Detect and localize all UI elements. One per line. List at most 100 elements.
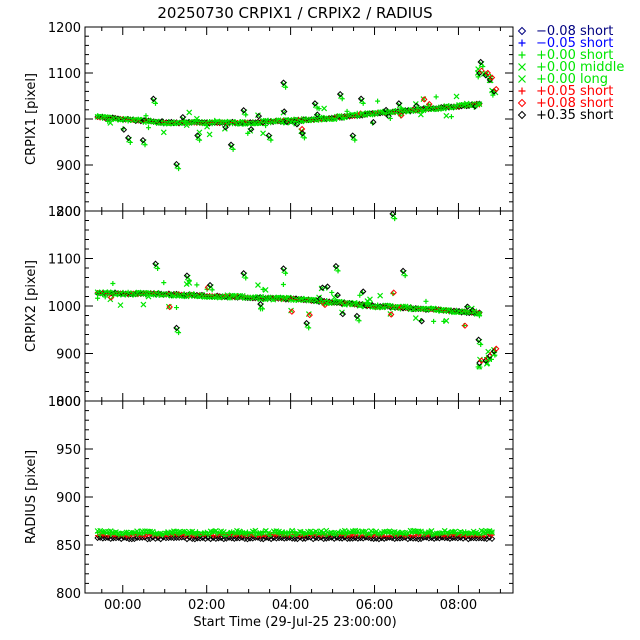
legend-marker-diamond (517, 98, 527, 108)
legend-label: +0.35 short (536, 108, 613, 123)
data-point (386, 529, 392, 535)
data-point (117, 302, 124, 309)
data-point (301, 135, 307, 141)
data-point (381, 535, 388, 542)
data-point (170, 534, 178, 542)
data-point (484, 69, 492, 77)
data-point (357, 292, 363, 298)
legend-marker-plus (518, 39, 526, 47)
data-point (352, 530, 358, 536)
data-point (359, 288, 367, 295)
data-point (112, 534, 120, 542)
y-tick-label: 800 (56, 205, 81, 220)
data-point (467, 534, 475, 542)
data-point (255, 112, 261, 119)
data-point (231, 535, 238, 543)
data-point (311, 100, 319, 107)
data-point (321, 105, 328, 112)
data-point (392, 216, 398, 222)
data-point (325, 534, 333, 542)
data-point (360, 100, 366, 106)
legend-marker-diamond (517, 110, 527, 120)
x-tick-label: 02:00 (188, 598, 225, 613)
data-point (306, 311, 313, 319)
data-point (121, 532, 127, 538)
data-point (448, 114, 454, 120)
data-point (118, 535, 125, 543)
data-point (336, 90, 344, 98)
data-point (377, 292, 384, 299)
data-point (207, 535, 214, 543)
data-point (318, 285, 325, 292)
data-point (243, 112, 249, 118)
data-point (433, 94, 439, 100)
data-point (387, 115, 393, 121)
data-point (176, 166, 182, 172)
data-point (255, 282, 261, 289)
data-point (365, 531, 371, 537)
data-point (236, 535, 243, 542)
data-point (150, 95, 157, 102)
data-point (436, 535, 443, 542)
panels: 800 900 1000 1100 1200 CRPIX1 [pixel] 800 900 10… (24, 21, 514, 613)
data-point (493, 345, 500, 352)
data-point (375, 535, 383, 543)
data-point (483, 535, 490, 543)
data-point (332, 262, 340, 270)
y-tick-label: 1000 (48, 395, 81, 410)
legend-item: +0.00 short (518, 48, 613, 63)
data-point (373, 530, 379, 536)
data-point (299, 130, 306, 137)
legend: −0.08 short−0.05 short+0.00 short+0.00 m… (517, 24, 624, 123)
data-point (227, 141, 235, 148)
data-point (142, 142, 148, 148)
data-point (404, 535, 412, 543)
legend-marker-plus (518, 51, 526, 59)
data-point (243, 275, 249, 281)
y-axis-label: CRPIX1 [pixel] (24, 73, 39, 165)
data-point (247, 126, 255, 133)
legend-item: +0.00 long (518, 72, 608, 87)
y-tick-label: 900 (56, 159, 81, 174)
data-point (194, 132, 201, 139)
data-point (341, 534, 348, 541)
data-point (396, 535, 404, 542)
data-point (314, 105, 320, 111)
data-point (257, 300, 264, 308)
legend-marker-cross (518, 63, 526, 71)
y-tick-label: 1200 (48, 21, 81, 36)
data-point (107, 535, 114, 543)
data-point (283, 84, 289, 90)
data-point (260, 535, 267, 543)
y-tick-label: 900 (56, 491, 81, 506)
data-point (412, 315, 419, 321)
data-point (128, 535, 135, 543)
data-point (323, 535, 330, 542)
data-point (439, 531, 445, 537)
legend-item: +0.05 short (518, 84, 613, 99)
legend-item: +0.00 middle (518, 60, 624, 75)
data-point (220, 535, 228, 543)
data-point (319, 284, 326, 291)
data-point (399, 534, 406, 542)
data-point (194, 282, 200, 288)
data-point (152, 535, 159, 542)
data-point (473, 535, 480, 542)
y-tick-label: 1000 (48, 300, 81, 315)
data-point (263, 123, 269, 129)
data-point (488, 74, 496, 81)
data-point (357, 95, 365, 102)
data-point (459, 535, 467, 542)
data-point (415, 535, 422, 543)
legend-item: −0.05 short (518, 36, 613, 51)
data-point (183, 272, 191, 279)
data-point (335, 268, 341, 274)
data-point (178, 534, 185, 541)
y-tick-label: 1200 (48, 205, 81, 220)
data-point (346, 535, 354, 542)
data-point (315, 534, 322, 542)
y-axis-label: CRPIX2 [pixel] (24, 260, 39, 352)
data-point (359, 535, 367, 542)
data-point (268, 137, 274, 143)
data-point (139, 136, 147, 144)
